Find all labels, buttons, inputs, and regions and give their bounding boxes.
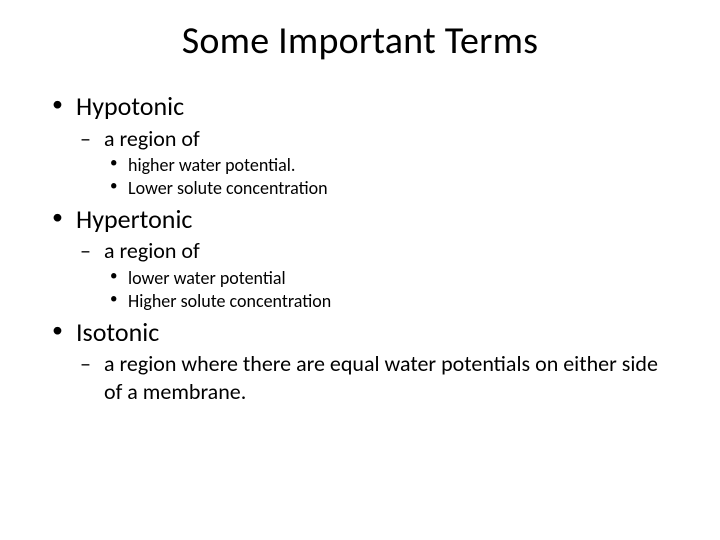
detail-item: Lower solute concentration (104, 177, 672, 200)
term-sublist: a region of higher water potential. Lowe… (76, 125, 672, 201)
term-hypertonic: Hypertonic a region of lower water poten… (48, 203, 672, 314)
term-sublist: a region of lower water potential Higher… (76, 237, 672, 313)
term-hypotonic: Hypotonic a region of higher water poten… (48, 90, 672, 201)
slide: Some Important Terms Hypotonic a region … (0, 0, 720, 540)
definition-text: a region where there are equal water pot… (104, 350, 658, 405)
term-label: Hypertonic (76, 203, 192, 235)
term-label: Hypotonic (76, 90, 184, 122)
detail-text: Lower solute concentration (128, 177, 328, 199)
detail-list: higher water potential. Lower solute con… (104, 154, 672, 201)
detail-item: higher water potential. (104, 154, 672, 177)
detail-text: lower water potential (128, 267, 286, 289)
term-isotonic: Isotonic a region where there are equal … (48, 316, 672, 406)
terms-list: Hypotonic a region of higher water poten… (48, 90, 672, 405)
term-sublist: a region where there are equal water pot… (76, 350, 672, 405)
definition-item: a region where there are equal water pot… (76, 350, 672, 405)
slide-title: Some Important Terms (48, 18, 672, 64)
definition-text: a region of (104, 237, 200, 264)
detail-list: lower water potential Higher solute conc… (104, 267, 672, 314)
detail-item: Higher solute concentration (104, 290, 672, 313)
detail-item: lower water potential (104, 267, 672, 290)
detail-text: Higher solute concentration (128, 290, 331, 312)
term-label: Isotonic (76, 316, 159, 348)
definition-item: a region of higher water potential. Lowe… (76, 125, 672, 201)
detail-text: higher water potential. (128, 154, 295, 176)
definition-item: a region of lower water potential Higher… (76, 237, 672, 313)
definition-text: a region of (104, 125, 200, 152)
